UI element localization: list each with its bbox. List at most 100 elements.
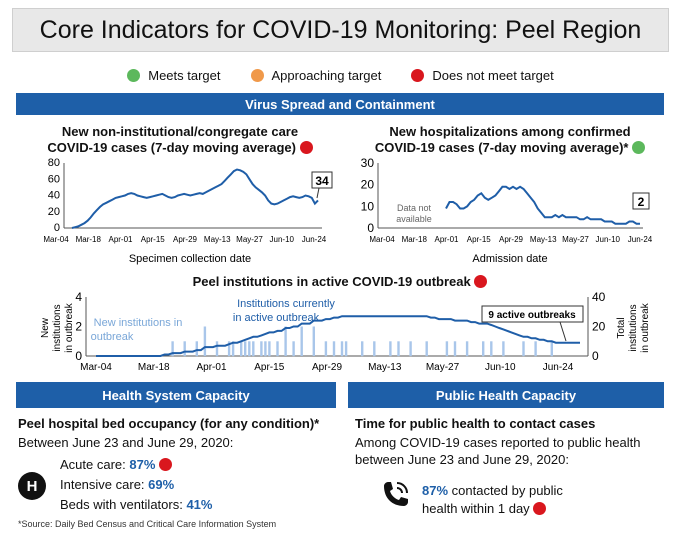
chart3-bar bbox=[195, 341, 198, 357]
chart2-plot: 0 10 20 30 Mar-04 Mar-18 Apr-01 Apr-15 Apr-29 Ma… bbox=[361, 156, 653, 265]
chart2-xtick: Apr-29 bbox=[499, 235, 524, 244]
red-status-icon bbox=[299, 141, 313, 154]
red-status-icon bbox=[474, 275, 488, 288]
left-axis-title-2: institutions bbox=[52, 304, 63, 351]
chart2-xtick: May-13 bbox=[530, 235, 557, 244]
chart3-left-tick: 0 bbox=[75, 349, 82, 363]
acute-care-row: Acute care: 87% bbox=[60, 456, 212, 474]
chart3-end-label: 9 active outbreaks bbox=[488, 310, 576, 321]
chart3-right-tick: 20 bbox=[592, 320, 606, 334]
bar-series-label-1: New institutions in bbox=[94, 317, 183, 329]
chart3-bar bbox=[340, 341, 344, 357]
left-axis-title-1: New bbox=[40, 317, 51, 338]
chart3-xtick: Jun-10 bbox=[485, 362, 516, 373]
chart3-left-tick: 4 bbox=[75, 290, 82, 304]
health-section-band: Health System Capacity bbox=[16, 382, 336, 408]
chart3-bar bbox=[268, 341, 271, 357]
chart3-bar bbox=[215, 341, 219, 357]
left-axis-title-3: in outbreak bbox=[64, 302, 75, 352]
health-between: Between June 23 and June 29, 2020: bbox=[18, 435, 234, 450]
chart3-bar bbox=[324, 341, 328, 357]
public-section-band: Public Health Capacity bbox=[348, 382, 664, 408]
chart2-ytick: 30 bbox=[361, 156, 375, 170]
chart3-bar bbox=[389, 341, 392, 357]
chart1-xtick: May-27 bbox=[236, 235, 263, 244]
chart2-note-line2: available bbox=[396, 214, 432, 224]
chart2-ytick: 10 bbox=[361, 199, 375, 213]
chart3-bar bbox=[231, 341, 235, 357]
chart1-end-label: 34 bbox=[315, 174, 329, 188]
chart3-bar bbox=[373, 341, 376, 357]
red-status-icon bbox=[533, 502, 547, 515]
chart3-bar bbox=[332, 341, 336, 357]
line-series-label-2: in active outbreak bbox=[233, 312, 320, 324]
chart1-ytick: 20 bbox=[48, 206, 60, 218]
chart3-bar bbox=[260, 341, 263, 357]
chart3-bar bbox=[522, 341, 525, 357]
chart3-bar bbox=[361, 341, 364, 357]
public-heading: Time for public health to contact cases bbox=[355, 416, 596, 431]
chart3-title: Peel institutions in active COVID-19 out… bbox=[140, 274, 540, 290]
chart3-xtick: May-27 bbox=[426, 362, 460, 373]
chart3-bar bbox=[300, 326, 303, 356]
chart3-bar bbox=[276, 341, 279, 357]
chart3-xtick: Mar-04 bbox=[80, 362, 112, 373]
chart1-xlabel: Specimen collection date bbox=[129, 253, 251, 265]
public-line1: Among COVID-19 cases reported to public … bbox=[355, 435, 641, 450]
chart3-xtick: Jun-24 bbox=[543, 362, 574, 373]
chart1-plot: 0 20 40 60 80 Mar-04 Mar-18 Apr-01 Apr-15 Apr-29… bbox=[43, 157, 333, 265]
legend-not-meets: Does not meet target bbox=[411, 66, 554, 84]
chart2-xtick: Apr-01 bbox=[434, 235, 459, 244]
chart1-ytick: 40 bbox=[48, 190, 60, 202]
chart1-xtick: May-13 bbox=[204, 235, 231, 244]
health-heading: Peel hospital bed occupancy (for any con… bbox=[18, 416, 320, 431]
chart3-right-tick: 40 bbox=[592, 290, 606, 304]
hospital-h-icon: H bbox=[18, 472, 46, 500]
chart3-bar bbox=[264, 341, 267, 357]
chart3-xtick: Apr-29 bbox=[312, 362, 342, 373]
status-legend: Meets target Approaching target Does not… bbox=[0, 66, 681, 84]
chart3-left-tick: 2 bbox=[75, 320, 82, 334]
chart3-bar bbox=[292, 341, 295, 357]
chart3-bar bbox=[397, 341, 400, 357]
chart1-ytick: 60 bbox=[48, 173, 60, 185]
chart3-bar bbox=[252, 341, 255, 357]
chart1-xtick: Mar-18 bbox=[76, 235, 102, 244]
chart2-title: New hospitalizations among confirmed COV… bbox=[350, 124, 670, 156]
chart3-bar bbox=[502, 341, 505, 357]
chart2-xtick: Jun-24 bbox=[628, 235, 653, 244]
chart3-bar bbox=[240, 341, 243, 357]
chart1-xtick: Jun-24 bbox=[302, 235, 327, 244]
bed-rows: Acute care: 87% Intensive care: 69% Beds… bbox=[60, 456, 212, 514]
chart1-series-line bbox=[71, 168, 319, 229]
chart1-ytick: 0 bbox=[54, 222, 60, 234]
chart1-ytick: 80 bbox=[48, 157, 60, 169]
ventilator-row: Beds with ventilators: 41% bbox=[60, 497, 213, 512]
chart2-xtick: May-27 bbox=[562, 235, 589, 244]
legend-meets: Meets target bbox=[127, 66, 221, 84]
chart2-end-label: 2 bbox=[638, 195, 645, 209]
phone-icon bbox=[384, 482, 408, 506]
public-contact-text: 87% contacted by public health within 1 … bbox=[422, 483, 563, 516]
virus-section-band: Virus Spread and Containment bbox=[16, 93, 664, 115]
red-dot-icon bbox=[411, 68, 425, 82]
chart2-xtick: Mar-04 bbox=[369, 235, 395, 244]
legend-approaching: Approaching target bbox=[250, 66, 381, 84]
line-series-label-1: Institutions currently bbox=[237, 298, 335, 310]
chart3-bar bbox=[550, 341, 553, 357]
chart3-bar bbox=[490, 341, 493, 357]
intensive-care-row: Intensive care: 69% bbox=[60, 477, 175, 492]
chart3-bar bbox=[425, 341, 428, 357]
chart3-xtick: May-13 bbox=[368, 362, 402, 373]
chart2-xtick: Jun-10 bbox=[596, 235, 621, 244]
page-title: Core Indicators for COVID-19 Monitoring:… bbox=[12, 8, 669, 52]
chart3-bar bbox=[312, 326, 315, 356]
chart3-right-tick: 0 bbox=[592, 349, 599, 363]
chart3-bar bbox=[534, 341, 537, 357]
chart2-note-line1: Data not bbox=[397, 203, 432, 213]
chart3-bar bbox=[482, 341, 485, 357]
chart3-bar bbox=[183, 341, 186, 357]
right-axis-title-2: institutions bbox=[628, 304, 639, 351]
chart2-series-line bbox=[445, 185, 640, 225]
